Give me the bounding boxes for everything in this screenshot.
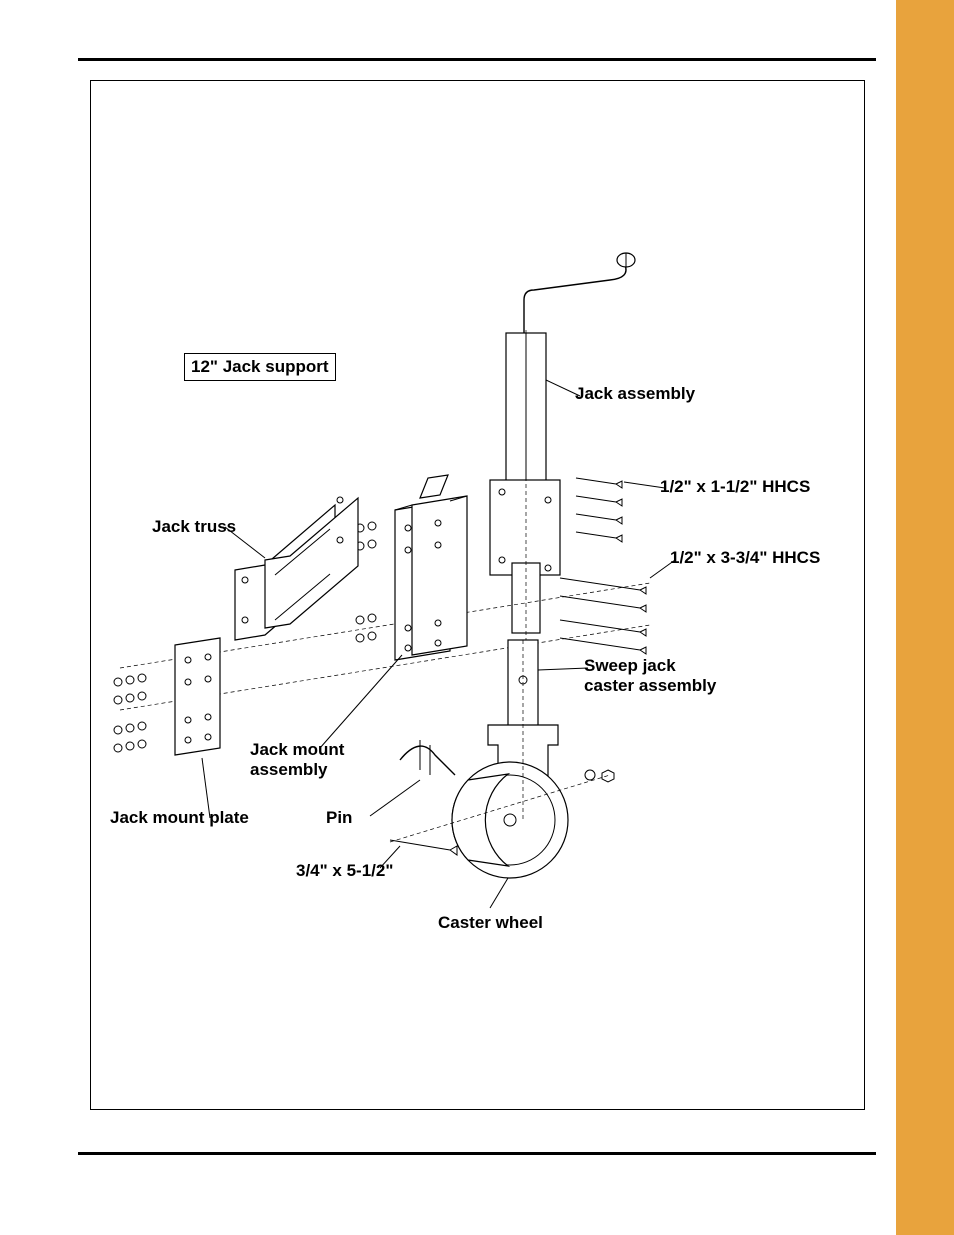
jack-truss-label: Jack truss: [152, 517, 236, 537]
jack-mount-plate-label: Jack mount plate: [110, 808, 249, 828]
caster-wheel-label: Caster wheel: [438, 913, 543, 933]
bolt-3-4-label: 3/4" x 5-1/2": [296, 861, 393, 881]
figure-border: [90, 80, 865, 1110]
title-box-label: 12" Jack support: [184, 353, 336, 381]
hhcs-short-label: 1/2" x 1-1/2" HHCS: [660, 477, 810, 497]
sweep-caster-label: Sweep jack caster assembly: [584, 656, 716, 695]
pin-label: Pin: [326, 808, 352, 828]
jack-mount-assembly-label: Jack mount assembly: [250, 740, 344, 779]
bottom-rule: [78, 1152, 876, 1155]
accent-sidebar: [896, 0, 954, 1235]
hhcs-long-label: 1/2" x 3-3/4" HHCS: [670, 548, 820, 568]
jack-assembly-label: Jack assembly: [575, 384, 695, 404]
top-rule: [78, 58, 876, 61]
